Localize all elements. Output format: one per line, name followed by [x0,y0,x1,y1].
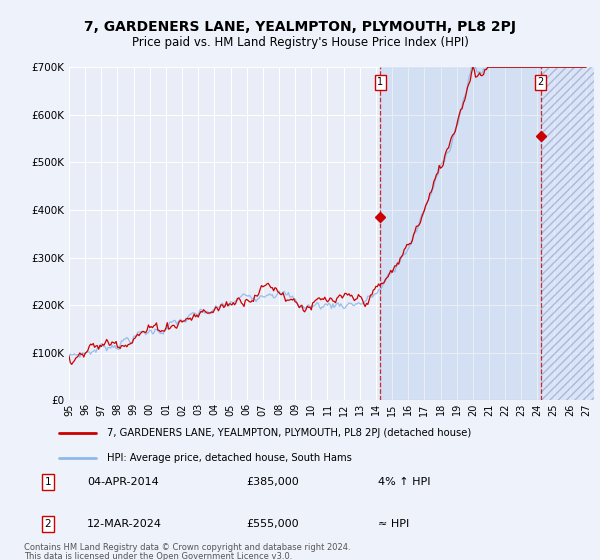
Text: 4% ↑ HPI: 4% ↑ HPI [378,477,431,487]
Bar [541,67,594,400]
Text: 12-MAR-2024: 12-MAR-2024 [87,519,162,529]
Text: £385,000: £385,000 [246,477,299,487]
Text: 2: 2 [538,77,544,87]
Text: This data is licensed under the Open Government Licence v3.0.: This data is licensed under the Open Gov… [24,552,292,560]
Text: £555,000: £555,000 [246,519,299,529]
Text: 7, GARDENERS LANE, YEALMPTON, PLYMOUTH, PL8 2PJ (detached house): 7, GARDENERS LANE, YEALMPTON, PLYMOUTH, … [107,428,471,438]
Text: 1: 1 [44,477,52,487]
Bar [380,67,541,400]
Text: ≈ HPI: ≈ HPI [378,519,409,529]
Bar [541,67,594,400]
Text: 7, GARDENERS LANE, YEALMPTON, PLYMOUTH, PL8 2PJ: 7, GARDENERS LANE, YEALMPTON, PLYMOUTH, … [84,20,516,34]
Text: Price paid vs. HM Land Registry's House Price Index (HPI): Price paid vs. HM Land Registry's House … [131,36,469,49]
Text: HPI: Average price, detached house, South Hams: HPI: Average price, detached house, Sout… [107,452,352,463]
Text: 2: 2 [44,519,52,529]
Text: 04-APR-2014: 04-APR-2014 [87,477,159,487]
Text: Contains HM Land Registry data © Crown copyright and database right 2024.: Contains HM Land Registry data © Crown c… [24,543,350,552]
Text: 1: 1 [377,77,383,87]
